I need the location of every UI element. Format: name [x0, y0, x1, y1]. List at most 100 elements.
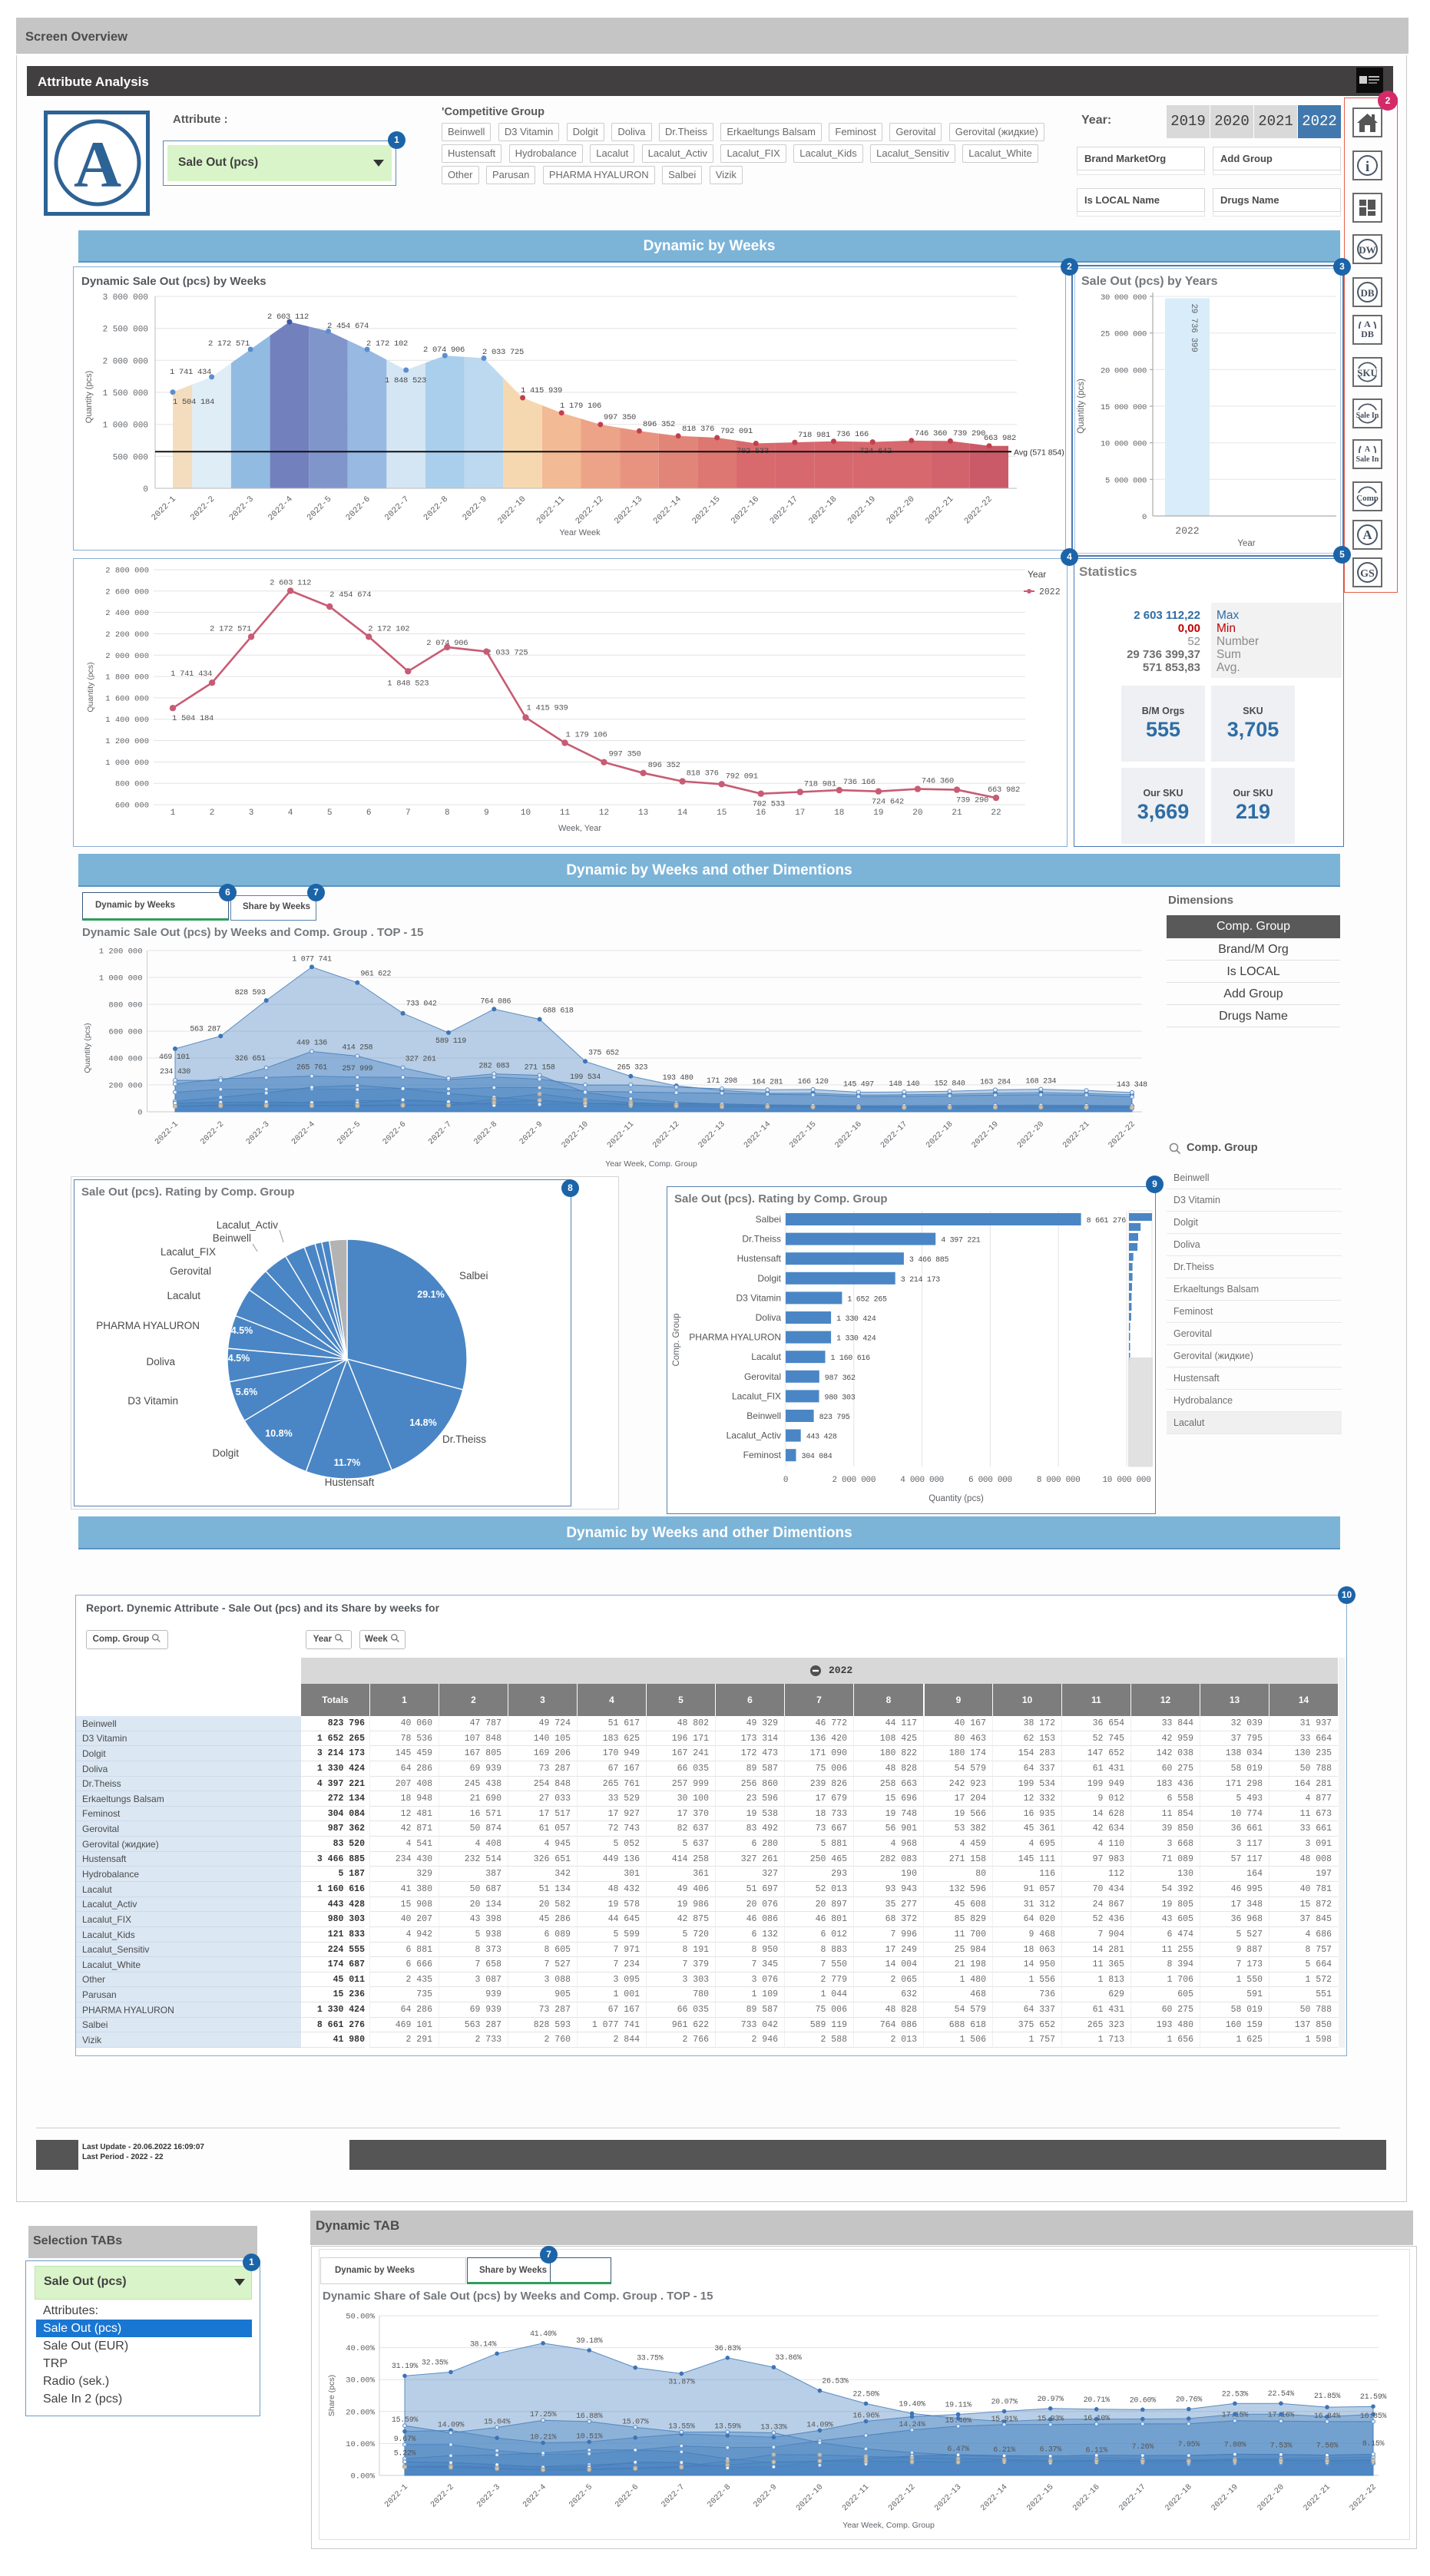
svg-text:2 454 674: 2 454 674 — [327, 322, 369, 331]
svg-text:2022-11: 2022-11 — [841, 2482, 872, 2513]
svg-text:30 000 000: 30 000 000 — [1101, 293, 1147, 303]
svg-text:2022-7: 2022-7 — [383, 494, 411, 522]
svg-text:33.86%: 33.86% — [775, 2354, 802, 2363]
svg-text:2022-7: 2022-7 — [427, 1119, 454, 1146]
svg-text:16.88%: 16.88% — [576, 2412, 603, 2421]
svg-text:304 084: 304 084 — [802, 1453, 833, 1461]
svg-text:2 074 906: 2 074 906 — [423, 346, 465, 355]
svg-text:166 120: 166 120 — [798, 1078, 829, 1086]
svg-text:271 158: 271 158 — [525, 1064, 555, 1073]
svg-text:746 360: 746 360 — [922, 777, 954, 786]
svg-text:2022-22: 2022-22 — [1107, 1119, 1137, 1150]
svg-text:739 290: 739 290 — [956, 796, 988, 805]
svg-text:2022-18: 2022-18 — [1164, 2482, 1194, 2513]
svg-text:Quantity (pcs): Quantity (pcs) — [83, 1023, 92, 1073]
svg-text:2 033 725: 2 033 725 — [482, 348, 524, 357]
svg-text:Quantity (pcs): Quantity (pcs) — [86, 662, 95, 712]
svg-text:Beinwell: Beinwell — [746, 1410, 781, 1421]
svg-text:2022-20: 2022-20 — [1015, 1119, 1046, 1150]
svg-text:29.1%: 29.1% — [417, 1289, 444, 1300]
svg-text:1 000 000: 1 000 000 — [103, 422, 148, 431]
svg-text:980 303: 980 303 — [825, 1394, 856, 1402]
svg-text:589 119: 589 119 — [435, 1037, 466, 1046]
svg-text:449 136: 449 136 — [296, 1039, 327, 1047]
svg-text:1 200 000: 1 200 000 — [99, 947, 143, 957]
svg-text:2 454 674: 2 454 674 — [329, 590, 371, 600]
svg-text:168 234: 168 234 — [1025, 1078, 1056, 1086]
svg-text:Comp. Group: Comp. Group — [672, 1313, 681, 1366]
svg-text:7: 7 — [405, 809, 411, 818]
svg-text:2022-19: 2022-19 — [1210, 2482, 1240, 2513]
svg-text:5.6%: 5.6% — [236, 1387, 258, 1397]
svg-text:164 281: 164 281 — [752, 1078, 783, 1086]
svg-text:2022-16: 2022-16 — [730, 494, 761, 526]
svg-text:163 284: 163 284 — [980, 1078, 1011, 1086]
svg-text:828 593: 828 593 — [235, 989, 266, 997]
svg-text:375 652: 375 652 — [588, 1049, 619, 1057]
svg-text:21.85%: 21.85% — [1314, 2392, 1341, 2401]
svg-text:688 618: 688 618 — [543, 1007, 574, 1016]
svg-text:26.53%: 26.53% — [822, 2378, 849, 2386]
svg-text:6 000 000: 6 000 000 — [968, 1476, 1012, 1485]
svg-text:2022-14: 2022-14 — [652, 494, 684, 526]
svg-text:2022-4: 2022-4 — [521, 2482, 548, 2509]
svg-text:Quantity (pcs): Quantity (pcs) — [929, 1494, 984, 1503]
svg-text:20.71%: 20.71% — [1084, 2396, 1111, 2405]
svg-text:10 000 000: 10 000 000 — [1101, 440, 1147, 449]
svg-text:10.00%: 10.00% — [346, 2440, 376, 2449]
svg-text:997 350: 997 350 — [604, 413, 636, 422]
svg-text:2022-12: 2022-12 — [574, 494, 605, 526]
svg-text:2022-4: 2022-4 — [290, 1119, 317, 1146]
svg-text:Year: Year — [1237, 539, 1255, 548]
svg-text:7.53%: 7.53% — [1270, 2442, 1293, 2451]
svg-text:1 179 106: 1 179 106 — [565, 731, 607, 740]
svg-text:Year: Year — [1028, 569, 1046, 580]
svg-text:31.87%: 31.87% — [668, 2378, 695, 2386]
svg-text:600 000: 600 000 — [115, 802, 149, 811]
svg-text:2022-3: 2022-3 — [228, 494, 256, 522]
svg-text:Quantity (pcs): Quantity (pcs) — [84, 371, 94, 423]
svg-text:DB: DB — [1361, 329, 1374, 339]
svg-text:2022-18: 2022-18 — [807, 494, 839, 526]
svg-text:Share (pcs): Share (pcs) — [327, 2375, 336, 2416]
svg-text:Avg (571 854): Avg (571 854) — [1014, 448, 1064, 457]
svg-text:1 000 000: 1 000 000 — [105, 759, 149, 768]
svg-text:Hustensaft: Hustensaft — [737, 1253, 782, 1264]
svg-text:31.19%: 31.19% — [392, 2363, 419, 2371]
svg-text:11.7%: 11.7% — [334, 1457, 361, 1468]
svg-text:736 166: 736 166 — [843, 778, 876, 787]
svg-text:2022-8: 2022-8 — [472, 1119, 499, 1146]
svg-text:987 362: 987 362 — [825, 1374, 856, 1383]
svg-text:2022-10: 2022-10 — [795, 2482, 826, 2513]
svg-text:Doliva: Doliva — [756, 1312, 782, 1323]
svg-text:4.5%: 4.5% — [228, 1353, 250, 1364]
svg-text:17.25%: 17.25% — [530, 2411, 557, 2419]
svg-text:25 000 000: 25 000 000 — [1101, 330, 1147, 339]
svg-text:2022-13: 2022-13 — [613, 494, 644, 526]
svg-text:443 428: 443 428 — [806, 1433, 837, 1442]
svg-text:2 500 000: 2 500 000 — [103, 326, 148, 335]
svg-text:7.95%: 7.95% — [1178, 2441, 1200, 2449]
svg-text:50.00%: 50.00% — [346, 2313, 376, 2322]
svg-text:2022: 2022 — [1175, 525, 1199, 537]
svg-text:15.40%: 15.40% — [945, 2417, 972, 2426]
svg-text:20 000 000: 20 000 000 — [1101, 366, 1147, 375]
svg-text:22.50%: 22.50% — [852, 2390, 879, 2399]
svg-text:2022-14: 2022-14 — [742, 1119, 773, 1150]
svg-text:1: 1 — [170, 809, 176, 818]
svg-text:2022-9: 2022-9 — [461, 494, 488, 522]
svg-text:PHARMA HYALURON: PHARMA HYALURON — [689, 1332, 781, 1343]
svg-text:21.59%: 21.59% — [1360, 2393, 1387, 2402]
svg-text:7.56%: 7.56% — [1316, 2442, 1339, 2451]
svg-text:3 466 885: 3 466 885 — [909, 1256, 949, 1265]
svg-text:21: 21 — [952, 809, 962, 818]
svg-text:Lacalut_FIX: Lacalut_FIX — [732, 1391, 781, 1401]
svg-text:1 000 000: 1 000 000 — [99, 974, 143, 984]
svg-text:SKU: SKU — [1357, 367, 1378, 379]
svg-text:39.18%: 39.18% — [576, 2337, 603, 2346]
svg-text:702 533: 702 533 — [753, 800, 785, 809]
svg-text:896 352: 896 352 — [648, 761, 680, 770]
svg-text:2022-16: 2022-16 — [833, 1119, 864, 1150]
svg-text:199 534: 199 534 — [570, 1073, 601, 1082]
svg-text:823 795: 823 795 — [819, 1414, 850, 1422]
